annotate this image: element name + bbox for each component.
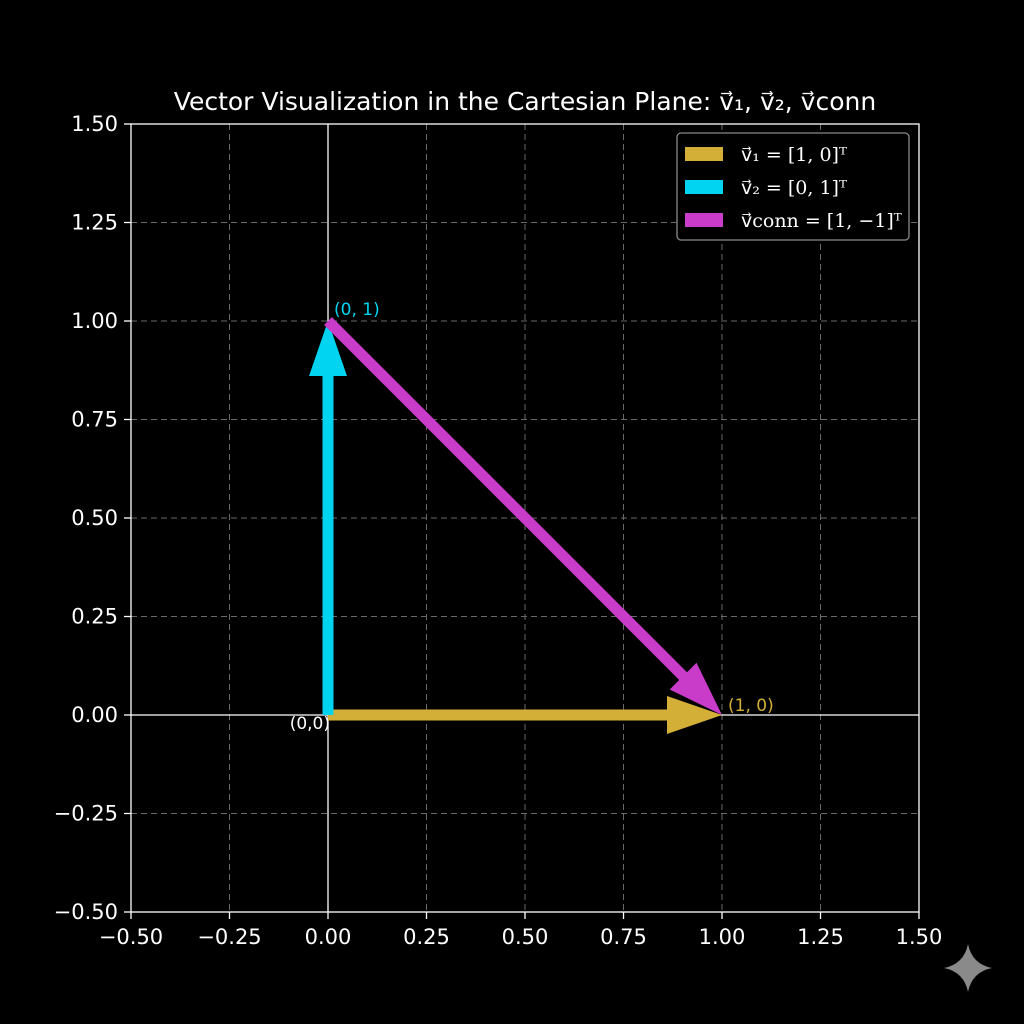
- x-tick-label: 1.25: [797, 925, 844, 949]
- legend-swatch: [685, 180, 723, 194]
- legend-entry: v⃗₁ = [1, 0]ᵀ: [741, 144, 847, 166]
- tick-labels: −0.50 −0.25 0.00 0.25 0.50 0.75 1.00 1.25 1.50 −0…: [54, 112, 943, 949]
- legend-entry: v⃗conn = [1, −1]ᵀ: [741, 210, 902, 232]
- y-tick-label: 1.25: [71, 211, 118, 235]
- legend: v⃗₁ = [1, 0]ᵀ v⃗₂ = [0, 1]ᵀ v⃗conn = [1, −…: [676, 132, 910, 241]
- x-tick-label: −0.50: [99, 925, 163, 949]
- legend-swatch: [685, 213, 723, 227]
- y-tick-label: 1.00: [71, 309, 118, 333]
- annotation-origin: (0,0): [290, 714, 330, 734]
- y-tick-label: 0.75: [71, 408, 118, 432]
- y-tick-label: −0.25: [54, 802, 118, 826]
- legend-swatch: [685, 147, 723, 161]
- annotation-point-0-1: (0, 1): [334, 300, 380, 320]
- y-tick-label: 0.25: [71, 605, 118, 629]
- y-tick-label: 0.00: [71, 703, 118, 727]
- x-tick-label: 0.50: [502, 925, 549, 949]
- vector-v2-arrow: [309, 321, 347, 715]
- plot-frame: [130, 123, 920, 913]
- x-tick-label: 0.75: [600, 925, 647, 949]
- x-tick-label: −0.25: [197, 925, 261, 949]
- y-tick-label: −0.50: [54, 900, 118, 924]
- x-tick-label: 0.00: [305, 925, 352, 949]
- x-tick-label: 1.50: [896, 925, 943, 949]
- grid: [131, 124, 919, 912]
- annotation-point-1-0: (1, 0): [728, 696, 774, 716]
- legend-entry: v⃗₂ = [0, 1]ᵀ: [741, 177, 847, 199]
- vectors: [309, 317, 722, 734]
- vector-v1-arrow: [328, 696, 722, 734]
- chart-title: Vector Visualization in the Cartesian Pl…: [174, 87, 876, 116]
- x-tick-label: 0.25: [403, 925, 450, 949]
- legend-box: [676, 132, 910, 241]
- vector-conn-arrow: [324, 317, 722, 715]
- x-tick-label: 1.00: [699, 925, 746, 949]
- y-tick-label: 0.50: [71, 506, 118, 530]
- y-tick-label: 1.50: [71, 112, 118, 136]
- sparkle-icon: [944, 944, 992, 992]
- annotations: (0, 1) (1, 0) (0,0): [290, 300, 774, 734]
